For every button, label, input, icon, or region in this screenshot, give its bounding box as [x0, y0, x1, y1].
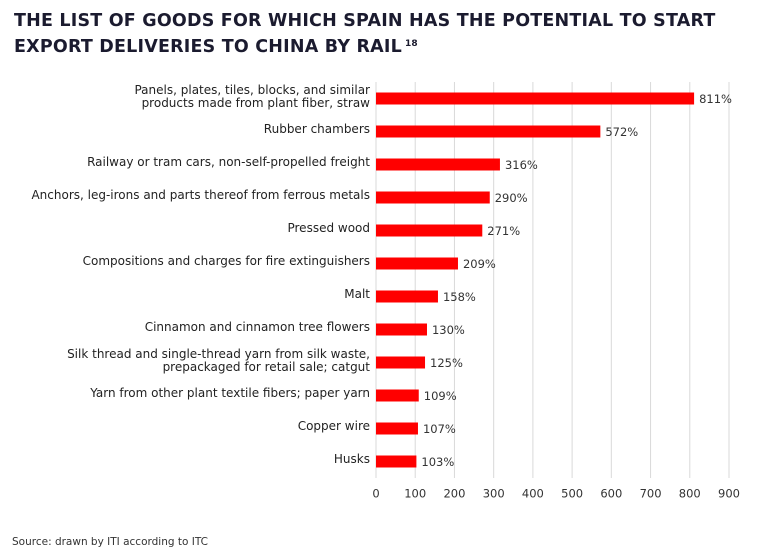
y-tick-label: Husks [333, 452, 370, 466]
x-tick-label: 300 [483, 487, 505, 501]
y-tick-label: Anchors, leg-irons and parts thereof fro… [31, 188, 370, 202]
y-tick-label: Cinnamon and cinnamon tree flowers [144, 320, 370, 334]
bar [376, 92, 695, 105]
value-label: 572% [605, 125, 638, 139]
x-tick-label: 0 [372, 487, 379, 501]
value-label: 130% [432, 323, 465, 337]
bar [376, 125, 601, 138]
source-note: Source: drawn by ITI according to ITC [12, 536, 208, 548]
value-label: 158% [443, 290, 476, 304]
x-tick-label: 400 [522, 487, 544, 501]
value-label: 290% [495, 191, 528, 205]
y-tick-label: Copper wire [297, 419, 370, 433]
chart-title: THE LIST OF GOODS FOR WHICH SPAIN HAS TH… [14, 11, 716, 57]
value-label: 109% [424, 389, 457, 403]
bar [376, 257, 458, 270]
x-tick-label: 600 [600, 487, 622, 501]
bar [376, 224, 483, 237]
y-tick-label: Silk thread and single-thread yarn from … [67, 346, 370, 374]
bar [376, 323, 427, 336]
value-label: 107% [423, 422, 456, 436]
y-tick-label: Yarn from other plant textile fibers; pa… [90, 386, 370, 400]
bar [376, 290, 438, 303]
value-label: 103% [421, 455, 454, 469]
value-label: 316% [505, 158, 538, 172]
value-label: 811% [699, 92, 732, 106]
y-tick-label: Pressed wood [287, 221, 370, 235]
y-tick-label: Panels, plates, tiles, blocks, and simil… [134, 82, 370, 110]
bar [376, 422, 418, 435]
bar [376, 389, 419, 402]
y-tick-label: Compositions and charges for fire exting… [82, 254, 370, 268]
y-tick-label: Railway or tram cars, non-self-propelled… [87, 155, 370, 169]
x-tick-label: 800 [679, 487, 701, 501]
y-tick-label: Malt [344, 287, 370, 301]
x-tick-label: 200 [443, 487, 465, 501]
value-label: 271% [487, 224, 520, 238]
chart-title-block: THE LIST OF GOODS FOR WHICH SPAIN HAS TH… [14, 8, 754, 60]
bar [376, 356, 426, 369]
y-tick-label: Rubber chambers [263, 122, 370, 136]
x-tick-label: 500 [561, 487, 583, 501]
bar [376, 158, 500, 171]
x-tick-label: 100 [404, 487, 426, 501]
bar [376, 455, 417, 468]
x-tick-label: 900 [718, 487, 740, 501]
bar [376, 191, 490, 204]
title-footnote: 18 [404, 39, 418, 49]
value-label: 125% [430, 356, 463, 370]
x-tick-label: 700 [640, 487, 662, 501]
value-label: 209% [463, 257, 496, 271]
